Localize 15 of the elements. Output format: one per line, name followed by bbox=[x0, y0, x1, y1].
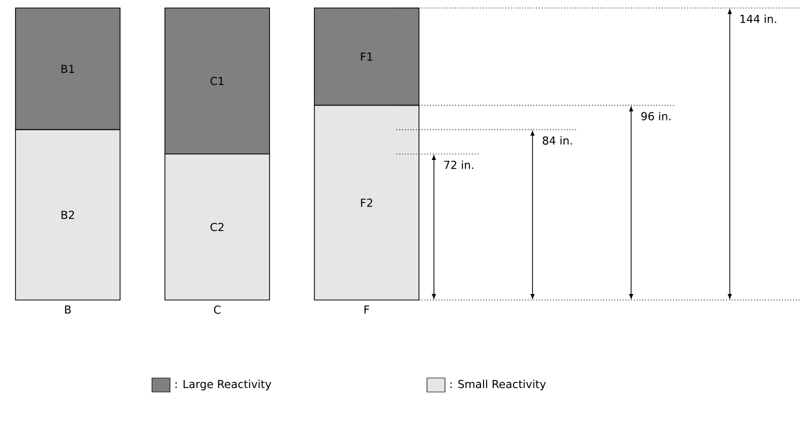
legend-label: 144 in. bbox=[740, 14, 776, 23]
x-tick-label: C bbox=[214, 306, 220, 314]
legend-label: : Small Reactivity bbox=[450, 380, 546, 390]
legend-label: 96 in. bbox=[641, 112, 670, 120]
x-tick-label: B bbox=[65, 306, 71, 314]
legend-label: : Large Reactivity bbox=[176, 380, 272, 390]
x-tick-label: F bbox=[364, 306, 370, 314]
data-label: F2 bbox=[361, 198, 372, 207]
data-label: B2 bbox=[62, 210, 74, 219]
legend-label: 84 in. bbox=[542, 136, 572, 145]
legend-label: 72 in. bbox=[444, 160, 474, 169]
data-label: C2 bbox=[210, 222, 224, 232]
data-label: B1 bbox=[62, 64, 74, 73]
data-label: F1 bbox=[361, 52, 372, 61]
data-label: C1 bbox=[210, 76, 224, 86]
